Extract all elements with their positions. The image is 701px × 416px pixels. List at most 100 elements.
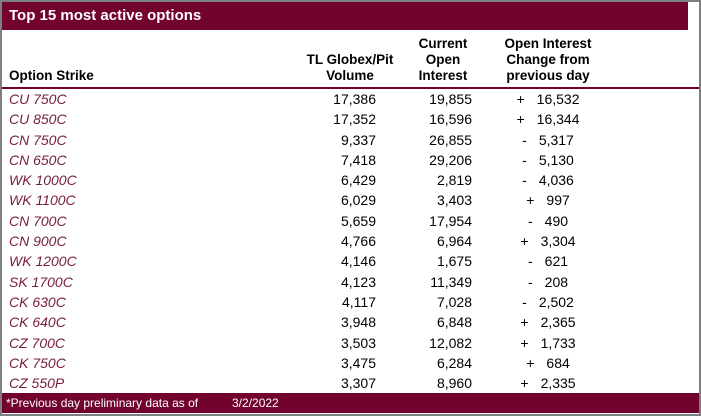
report-title-bar: Top 15 most active options [2,2,688,30]
oi-change-cell: + 3,304 [488,231,608,251]
open-interest-cell: 3,403 [436,192,472,209]
volume-cell: 6,429 [340,172,376,189]
open-interest-cell: 8,960 [436,375,472,392]
table-row: SK 1700C 4,123 11,349 - 208 [2,272,699,292]
option-strike-cell: CU 750C [9,91,67,107]
open-interest-cell: 6,284 [436,354,472,371]
change-value: 997 [546,192,570,209]
oi-change-cell: + 684 [488,353,608,373]
change-sign: + [520,375,529,392]
table-row: WK 1100C 6,029 3,403 + 997 [2,190,699,210]
option-strike-cell: CZ 550P [9,375,65,392]
option-strike-cell: CK 640C [9,314,66,331]
option-strike-cell: SK 1700C [9,273,73,290]
open-interest-cell: 2,819 [436,172,472,189]
open-interest-cell: 11,349 [430,273,472,290]
change-value: 1,733 [540,334,576,351]
change-sign: - [522,151,527,168]
volume-cell: 9,337 [340,131,376,148]
table-body: CU 750C 17,386 19,855 + 16,532 CU 850C 1… [2,89,699,393]
change-value: 3,304 [540,233,576,250]
change-sign: + [526,354,535,371]
option-strike-cell: CK 630C [9,293,66,310]
volume-cell: 3,503 [340,334,376,351]
report-title: Top 15 most active options [9,7,202,24]
option-strike-cell: CN 750C [9,131,67,148]
volume-cell: 4,123 [340,273,376,290]
option-strike-cell: CK 750C [9,354,66,371]
oi-change-cell: + 16,344 [488,109,608,129]
table-row: CK 630C 4,117 7,028 - 2,502 [2,292,699,312]
option-strike-cell: WK 1100C [9,192,76,209]
option-strike-cell: CU 850C [9,111,67,128]
change-sign: + [516,91,525,107]
table-row: CN 750C 9,337 26,855 - 5,317 [2,130,699,150]
change-sign: - [527,212,533,229]
open-interest-cell: 6,848 [436,314,472,331]
change-value: 2,335 [540,375,576,392]
volume-cell: 17,352 [333,111,376,128]
volume-cell: 17,386 [333,91,376,107]
change-value: 2,365 [540,314,576,331]
volume-cell: 6,029 [340,192,376,209]
volume-cell: 4,146 [340,253,376,270]
volume-cell: 4,117 [342,293,376,310]
table-row: CK 640C 3,948 6,848 + 2,365 [2,312,699,332]
oi-change-cell: - 5,317 [488,130,608,150]
change-value: 490 [544,212,569,229]
open-interest-cell: 17,954 [429,212,472,229]
change-value: 621 [544,253,569,270]
column-header-open-interest: Current Open Interest [418,36,468,83]
open-interest-cell: 7,028 [436,293,472,310]
open-interest-cell: 29,206 [429,151,472,168]
volume-cell: 3,948 [340,314,376,331]
change-sign: - [522,293,527,310]
volume-cell: 3,307 [340,375,376,392]
change-sign: + [516,111,525,128]
table-header-row: Option Strike TL Globex/Pit Volume Curre… [2,30,699,89]
open-interest-cell: 19,855 [429,91,472,107]
volume-cell: 3,475 [340,354,376,371]
table-row: CN 650C 7,418 29,206 - 5,130 [2,150,699,170]
oi-change-cell: + 2,365 [488,312,608,332]
change-sign: + [520,334,529,351]
oi-change-cell: - 2,502 [488,292,608,312]
change-value: 16,344 [536,111,580,128]
oi-change-cell: - 4,036 [488,170,608,190]
column-header-option-strike: Option Strike [9,68,94,83]
change-value: 5,317 [538,131,574,148]
change-sign: + [520,314,529,331]
oi-change-cell: - 490 [488,211,608,231]
change-sign: + [520,233,529,250]
table-row: CU 750C 17,386 19,855 + 16,532 [2,89,699,109]
table-row: CK 750C 3,475 6,284 + 684 [2,353,699,373]
change-sign: - [527,253,533,270]
oi-change-cell: - 5,130 [488,150,608,170]
change-value: 5,130 [538,151,574,168]
option-strike-cell: CZ 700C [9,334,66,351]
open-interest-cell: 1,675 [436,253,472,270]
oi-change-cell: - 208 [488,272,608,292]
open-interest-cell: 6,964 [436,233,472,250]
change-sign: + [526,192,535,209]
table-row: CZ 550P 3,307 8,960 + 2,335 [2,373,699,393]
footer-date: 3/2/2022 [232,396,279,411]
change-value: 4,036 [538,172,574,189]
change-value: 684 [546,354,570,371]
option-strike-cell: CN 700C [9,212,67,229]
change-sign: - [522,131,527,148]
table-row: CZ 700C 3,503 12,082 + 1,733 [2,333,699,353]
change-value: 16,532 [536,91,580,107]
table-row: CN 700C 5,659 17,954 - 490 [2,211,699,231]
change-sign: - [522,172,527,189]
option-strike-cell: CN 900C [9,233,67,250]
table-row: WK 1200C 4,146 1,675 - 621 [2,251,699,271]
option-strike-cell: CN 650C [9,151,67,168]
oi-change-cell: + 997 [488,190,608,210]
change-value: 2,502 [538,293,574,310]
open-interest-cell: 16,596 [429,111,472,128]
column-header-oi-change: Open Interest Change from previous day [504,36,592,83]
table-row: CN 900C 4,766 6,964 + 3,304 [2,231,699,251]
open-interest-cell: 12,082 [429,334,472,351]
change-value: 208 [544,273,569,290]
